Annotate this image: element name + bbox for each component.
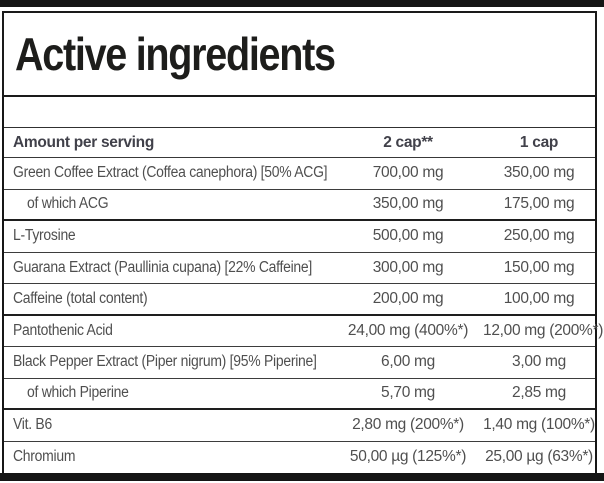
table-row: Green Coffee Extract (Coffea canephora) …: [4, 158, 595, 190]
value-2cap: 500,00 mg: [372, 227, 444, 245]
value-1cap: 350,00 mg: [503, 164, 575, 182]
table-row: Pantothenic Acid 24,00 mg (400%*) 12,00 …: [4, 316, 604, 347]
value-2cap: 24,00 mg (400%*): [347, 321, 469, 339]
table-row: L-Tyrosine 500,00 mg 250,00 mg: [4, 221, 595, 253]
ingredient-name: Black Pepper Extract (Piper nigrum) [95%…: [13, 353, 317, 371]
value-1cap: 25,00 µg (63%*): [485, 448, 593, 466]
ingredient-name: Pantothenic Acid: [13, 321, 113, 339]
value-2cap: 200,00 mg: [372, 289, 444, 307]
value-1cap: 3,00 mg: [512, 353, 566, 371]
ingredients-table: Amount per serving 2 cap** 1 cap Green C…: [2, 97, 604, 474]
table-row: Guarana Extract (Paullinia cupana) [22% …: [4, 253, 595, 284]
value-1cap: 100,00 mg: [503, 289, 575, 307]
header-amount-per-serving: Amount per serving: [13, 133, 155, 151]
value-1cap: 12,00 mg (200%*): [483, 321, 604, 339]
table-row: Caffeine (total content) 200,00 mg 100,0…: [4, 284, 595, 316]
ingredient-name: L-Tyrosine: [13, 227, 76, 245]
value-1cap: 150,00 mg: [503, 258, 575, 276]
ingredient-name: of which ACG: [27, 195, 109, 213]
ingredient-name: of which Piperine: [27, 384, 129, 402]
value-1cap: 250,00 mg: [503, 227, 575, 245]
table-row: Chromium 50,00 µg (125%*) 25,00 µg (63%*…: [4, 442, 595, 474]
header-1cap: 1 cap: [519, 133, 559, 151]
value-2cap: 350,00 mg: [372, 195, 444, 213]
value-1cap: 2,85 mg: [512, 384, 566, 402]
spacer-row: [4, 97, 595, 128]
value-2cap: 6,00 mg: [381, 353, 435, 371]
ingredient-name: Green Coffee Extract (Coffea canephora) …: [13, 164, 328, 182]
table-row: Black Pepper Extract (Piper nigrum) [95%…: [4, 347, 595, 379]
ingredient-name: Caffeine (total content): [13, 289, 148, 307]
value-2cap: 2,80 mg (200%*): [352, 416, 464, 434]
value-2cap: 300,00 mg: [372, 258, 444, 276]
ingredient-name: Chromium: [13, 448, 76, 466]
ingredient-name: Vit. B6: [13, 416, 52, 434]
table-header-row: Amount per serving 2 cap** 1 cap: [4, 128, 595, 158]
value-2cap: 5,70 mg: [381, 384, 435, 402]
title-box: Active ingredients: [2, 11, 597, 97]
table-row: of which ACG 350,00 mg 175,00 mg: [4, 190, 595, 221]
value-1cap: 1,40 mg (100%*): [483, 416, 595, 434]
value-2cap: 700,00 mg: [372, 164, 444, 182]
value-1cap: 175,00 mg: [503, 195, 575, 213]
header-2cap: 2 cap**: [383, 133, 433, 151]
top-divider-bar: [0, 0, 604, 7]
table-row: of which Piperine 5,70 mg 2,85 mg: [4, 379, 595, 410]
ingredients-rows: Green Coffee Extract (Coffea canephora) …: [4, 158, 604, 474]
value-2cap: 50,00 µg (125%*): [349, 448, 467, 466]
table-row: Vit. B6 2,80 mg (200%*) 1,40 mg (100%*): [4, 410, 595, 442]
bottom-divider-bar: [0, 473, 604, 481]
ingredient-name: Guarana Extract (Paullinia cupana) [22% …: [13, 258, 313, 276]
page-title: Active ingredients: [15, 28, 336, 80]
